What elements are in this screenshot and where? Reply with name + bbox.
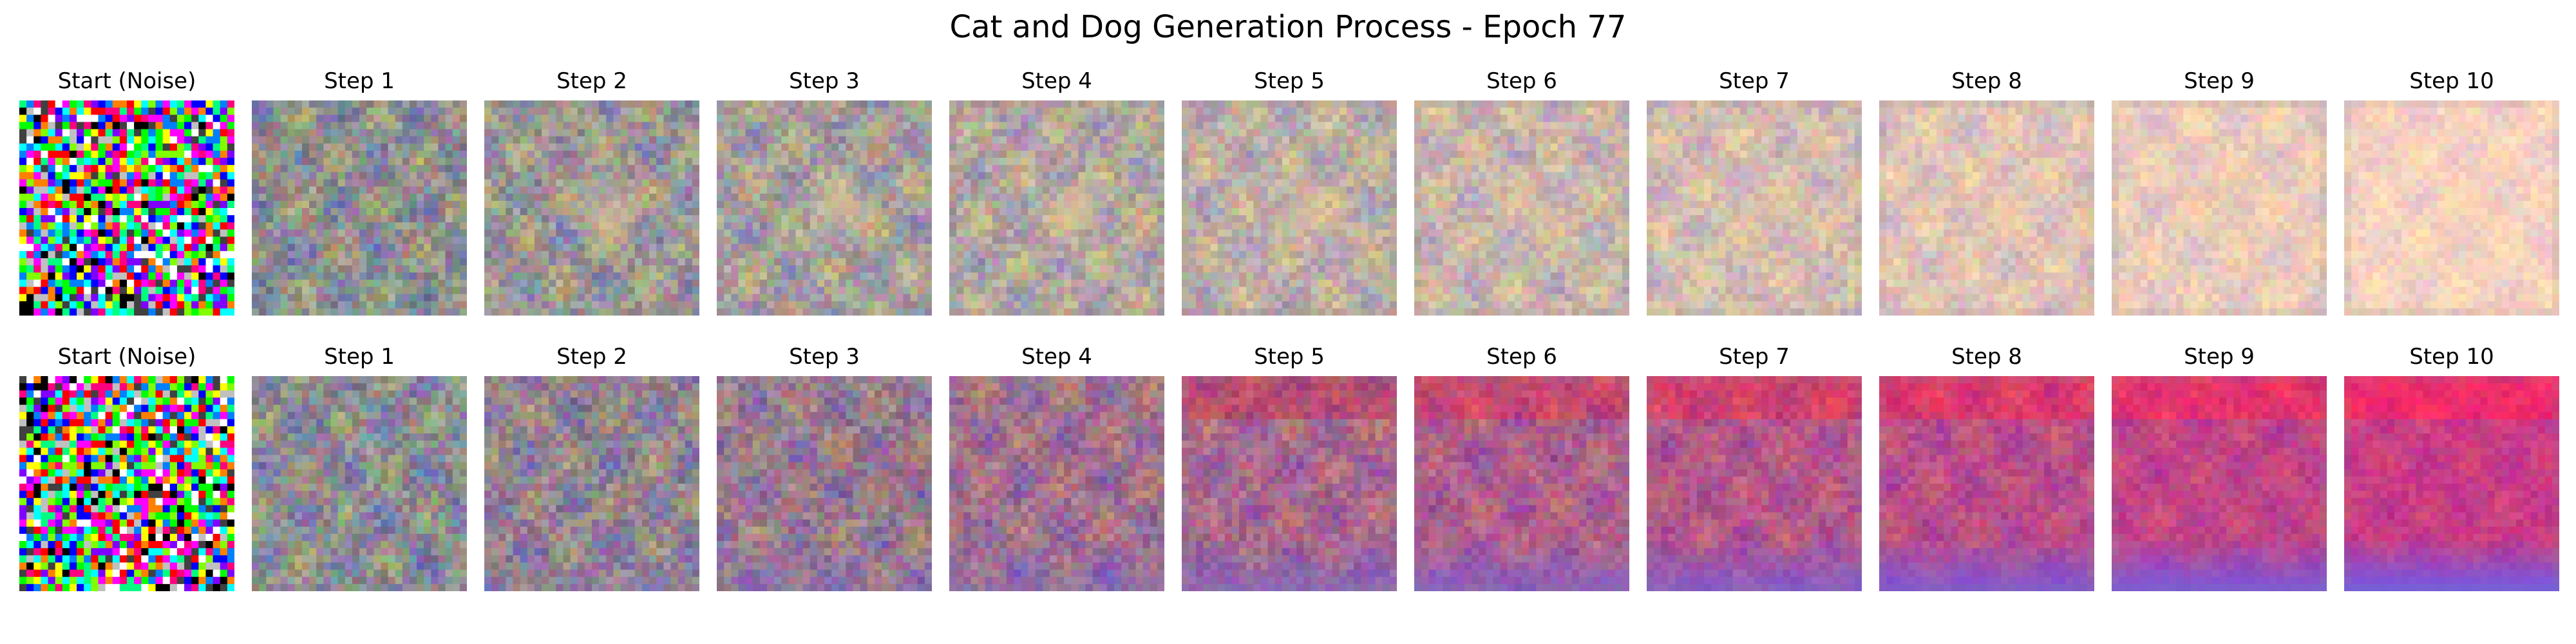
generation-panel: Step 7 xyxy=(1647,344,1862,591)
panel-title: Step 8 xyxy=(1951,344,2022,370)
panel-title: Step 7 xyxy=(1719,344,1790,370)
generated-image xyxy=(1879,376,2094,591)
panel-title: Step 6 xyxy=(1486,68,1557,94)
generated-image xyxy=(1647,100,1862,316)
generated-image xyxy=(717,376,932,591)
generation-panel: Step 1 xyxy=(252,68,467,316)
panel-title: Step 2 xyxy=(556,344,627,370)
generation-panel: Step 3 xyxy=(717,68,932,316)
generated-image xyxy=(252,376,467,591)
generated-image xyxy=(1414,100,1629,316)
panel-title: Step 5 xyxy=(1254,344,1325,370)
generation-panel: Step 1 xyxy=(252,344,467,591)
generation-panel: Step 2 xyxy=(484,344,699,591)
generation-panel: Step 2 xyxy=(484,68,699,316)
generation-panel: Step 10 xyxy=(2344,68,2559,316)
generated-image xyxy=(484,100,699,316)
generation-panel: Step 4 xyxy=(949,68,1164,316)
panel-title: Step 4 xyxy=(1021,344,1092,370)
panel-title: Step 6 xyxy=(1486,344,1557,370)
generated-image xyxy=(2344,100,2559,316)
panel-title: Step 1 xyxy=(324,344,395,370)
generation-panel: Step 8 xyxy=(1879,344,2094,591)
generation-panel: Step 5 xyxy=(1182,68,1397,316)
generated-image xyxy=(2112,376,2327,591)
generated-image xyxy=(1182,376,1397,591)
noise-image xyxy=(19,376,234,591)
generation-panel: Step 10 xyxy=(2344,344,2559,591)
panel-title: Step 5 xyxy=(1254,68,1325,94)
panel-title: Start (Noise) xyxy=(57,68,196,94)
panel-title: Step 1 xyxy=(324,68,395,94)
panel-title: Step 10 xyxy=(2409,68,2494,94)
panel-title: Step 10 xyxy=(2409,344,2494,370)
panel-title: Step 9 xyxy=(2184,68,2255,94)
panel-title: Step 8 xyxy=(1951,68,2022,94)
figure-title: Cat and Dog Generation Process - Epoch 7… xyxy=(949,9,1627,45)
generation-panel: Step 9 xyxy=(2112,68,2327,316)
generation-panel: Start (Noise) xyxy=(19,344,234,591)
generated-image xyxy=(949,376,1164,591)
panel-title: Step 9 xyxy=(2184,344,2255,370)
generated-image xyxy=(717,100,932,316)
noise-image xyxy=(19,100,234,316)
panel-title: Step 7 xyxy=(1719,68,1790,94)
generation-panel: Step 4 xyxy=(949,344,1164,591)
generation-panel: Step 3 xyxy=(717,344,932,591)
panel-title: Step 3 xyxy=(789,344,860,370)
generated-image xyxy=(1414,376,1629,591)
generated-image xyxy=(484,376,699,591)
panel-title: Step 2 xyxy=(556,68,627,94)
generated-image xyxy=(1182,100,1397,316)
generated-image xyxy=(949,100,1164,316)
generation-panel: Step 6 xyxy=(1414,68,1629,316)
generated-image xyxy=(1647,376,1862,591)
panel-title: Start (Noise) xyxy=(57,344,196,370)
generated-image xyxy=(2344,376,2559,591)
generation-panel: Step 7 xyxy=(1647,68,1862,316)
generation-panel: Step 5 xyxy=(1182,344,1397,591)
generation-panel: Step 8 xyxy=(1879,68,2094,316)
generated-image xyxy=(1879,100,2094,316)
panel-title: Step 4 xyxy=(1021,68,1092,94)
generated-image xyxy=(2112,100,2327,316)
generation-panel: Start (Noise) xyxy=(19,68,234,316)
generation-panel: Step 9 xyxy=(2112,344,2327,591)
generated-image xyxy=(252,100,467,316)
panel-title: Step 3 xyxy=(789,68,860,94)
generation-panel: Step 6 xyxy=(1414,344,1629,591)
